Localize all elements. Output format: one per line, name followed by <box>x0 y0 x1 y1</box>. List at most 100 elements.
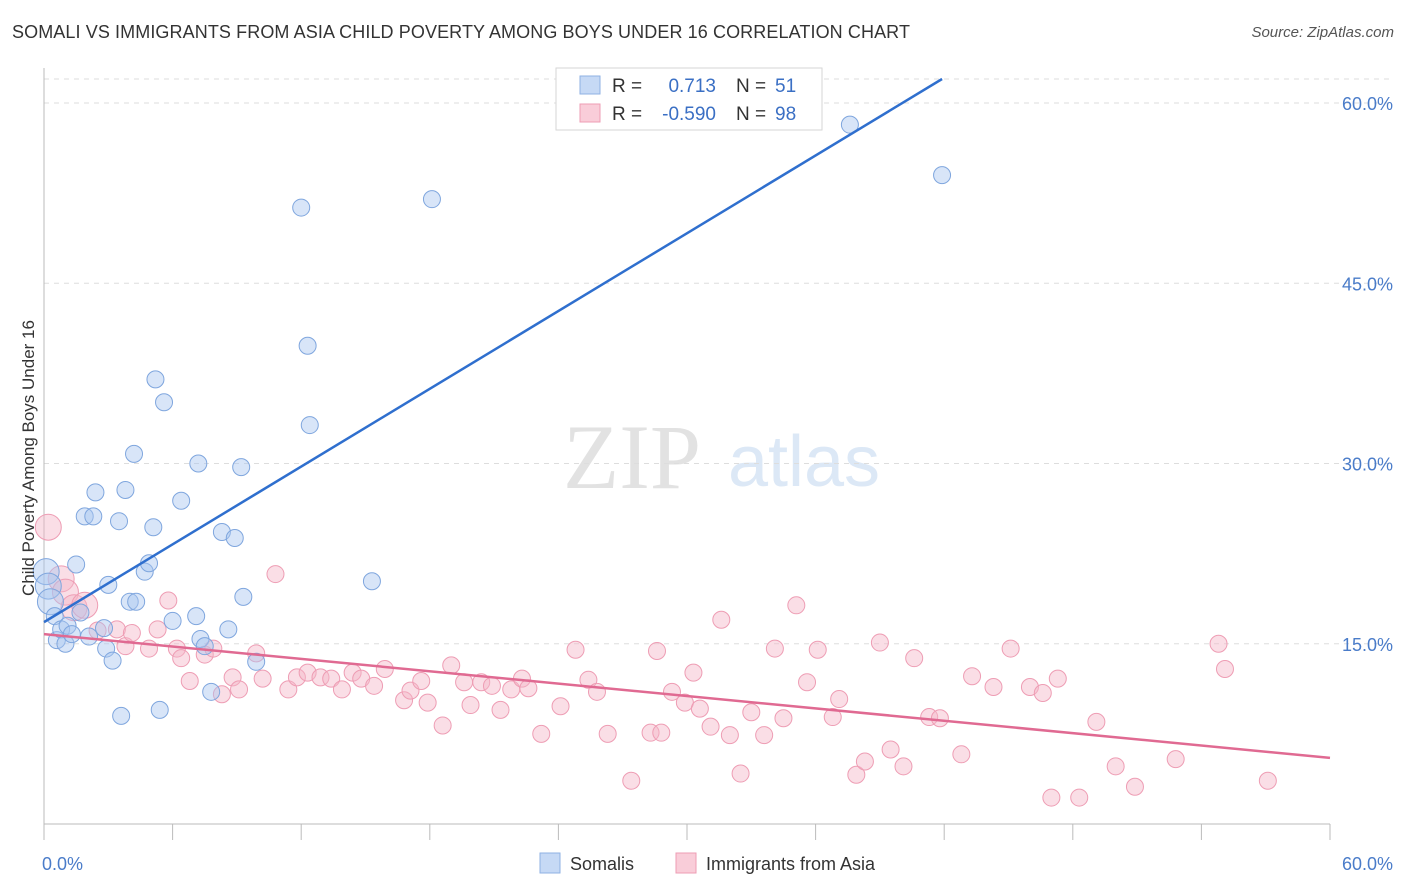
point-asia <box>375 659 394 678</box>
point-asia <box>472 673 491 692</box>
point-asia <box>870 633 889 652</box>
point-asia <box>963 667 982 686</box>
point-asia <box>1258 771 1277 790</box>
point-somalis <box>80 627 99 646</box>
point-somalis <box>135 562 154 581</box>
point-somalis <box>202 682 221 701</box>
point-asia <box>684 663 703 682</box>
point-asia <box>755 726 774 745</box>
point-asia <box>442 656 461 675</box>
point-asia <box>855 752 874 771</box>
legend-n-label-somalis: N = <box>736 76 766 97</box>
x-tick-label-min: 0.0% <box>42 854 83 874</box>
point-asia <box>212 685 231 704</box>
y-tick-label: 60.0% <box>1342 94 1393 114</box>
point-somalis <box>247 652 266 671</box>
chart-title: SOMALI VS IMMIGRANTS FROM ASIA CHILD POV… <box>12 22 911 42</box>
point-somalis <box>120 592 139 611</box>
point-somalis <box>422 190 441 209</box>
point-somalis <box>95 619 114 638</box>
trend-line-asia <box>43 632 1331 760</box>
point-somalis <box>67 555 86 574</box>
point-asia <box>930 709 949 728</box>
axes <box>43 68 1331 840</box>
gridlines <box>44 78 1392 645</box>
legend-n-value-asia: 98 <box>775 104 796 125</box>
point-asia <box>830 690 849 709</box>
point-somalis <box>86 483 105 502</box>
point-asia <box>905 649 924 668</box>
point-somalis <box>163 611 182 630</box>
point-somalis <box>195 637 214 656</box>
point-asia <box>894 757 913 776</box>
point-somalis <box>103 651 122 670</box>
point-somalis <box>292 198 311 217</box>
bottom-legend-swatch-somalis <box>539 852 561 874</box>
trend-line-somalis <box>43 77 943 624</box>
bottom-legend-swatch-asia <box>675 852 697 874</box>
point-asia <box>1033 684 1052 703</box>
point-asia <box>774 709 793 728</box>
y-tick-label: 30.0% <box>1342 455 1393 475</box>
point-asia <box>823 708 842 727</box>
point-asia <box>808 640 827 659</box>
point-somalis <box>112 706 131 725</box>
point-somalis <box>172 491 191 510</box>
point-asia <box>122 623 141 642</box>
point-asia <box>1087 712 1106 731</box>
point-somalis <box>189 454 208 473</box>
point-somalis <box>300 416 319 435</box>
point-somalis <box>116 480 135 499</box>
point-asia <box>287 668 306 687</box>
bottom-legend-asia: Immigrants from Asia <box>706 854 876 874</box>
point-somalis <box>58 616 77 635</box>
point-asia <box>1070 788 1089 807</box>
point-asia <box>159 591 178 610</box>
point-somalis <box>125 444 144 463</box>
x-tick-label-max: 60.0% <box>1342 854 1393 874</box>
series-legend: Somalis Immigrants from Asia <box>539 852 876 874</box>
point-somalis <box>187 607 206 626</box>
point-asia <box>491 700 510 719</box>
point-somalis <box>127 592 146 611</box>
tick-labels: 15.0% 30.0% 45.0% 60.0% 0.0% 60.0% <box>42 94 1393 874</box>
legend-r-label-asia: R = <box>612 104 642 125</box>
series-asia-points <box>34 513 1277 807</box>
point-asia <box>1042 788 1061 807</box>
point-asia <box>365 676 384 695</box>
source-credit: Source: ZipAtlas.com <box>1251 24 1394 41</box>
point-somalis <box>225 529 244 548</box>
bottom-legend-somalis: Somalis <box>570 854 634 874</box>
legend-n-label-asia: N = <box>736 104 766 125</box>
point-asia <box>1001 639 1020 658</box>
point-asia <box>742 703 761 722</box>
point-asia <box>798 673 817 692</box>
point-asia <box>566 640 585 659</box>
point-asia <box>461 696 480 715</box>
point-asia <box>622 771 641 790</box>
point-asia <box>322 669 341 688</box>
point-asia <box>984 678 1003 697</box>
y-tick-label: 45.0% <box>1342 274 1393 294</box>
point-asia <box>1125 777 1144 796</box>
point-asia <box>253 669 272 688</box>
point-asia <box>731 764 750 783</box>
point-asia <box>34 513 62 541</box>
y-tick-label: 15.0% <box>1342 635 1393 655</box>
point-somalis <box>362 572 381 591</box>
point-somalis <box>155 393 174 412</box>
point-asia <box>1209 634 1228 653</box>
point-asia <box>332 680 351 699</box>
point-asia <box>51 578 79 606</box>
legend-r-value-asia: -0.590 <box>662 104 716 125</box>
legend-r-value-somalis: 0.713 <box>668 76 716 97</box>
point-asia <box>765 639 784 658</box>
point-asia <box>412 672 431 691</box>
legend-r-label-somalis: R = <box>612 76 642 97</box>
legend-swatch-somalis <box>579 75 601 95</box>
point-asia <box>230 680 249 699</box>
point-asia <box>1215 659 1234 678</box>
legend-swatch-asia <box>579 103 601 123</box>
point-asia <box>1048 669 1067 688</box>
